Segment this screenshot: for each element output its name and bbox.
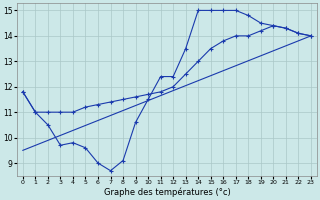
X-axis label: Graphe des températures (°c): Graphe des températures (°c) <box>104 188 230 197</box>
